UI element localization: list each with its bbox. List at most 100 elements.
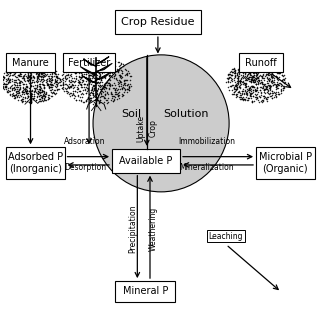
Point bbox=[258, 88, 263, 93]
Point bbox=[93, 98, 98, 103]
Point bbox=[71, 92, 76, 97]
Point bbox=[232, 67, 237, 72]
Point bbox=[122, 86, 127, 91]
Point bbox=[262, 91, 267, 96]
Point bbox=[251, 68, 256, 73]
Point bbox=[67, 68, 72, 73]
Point bbox=[113, 68, 118, 74]
Text: Crop: Crop bbox=[149, 119, 158, 137]
Point bbox=[63, 87, 68, 92]
Point bbox=[84, 85, 90, 91]
Point bbox=[72, 76, 77, 81]
Point bbox=[270, 63, 275, 68]
Point bbox=[66, 81, 71, 86]
Point bbox=[52, 91, 57, 96]
Point bbox=[262, 86, 268, 91]
Point bbox=[68, 65, 74, 70]
Point bbox=[2, 84, 7, 89]
Point bbox=[39, 87, 44, 92]
Point bbox=[76, 97, 81, 102]
Point bbox=[79, 83, 84, 88]
Point bbox=[88, 63, 93, 68]
Point bbox=[228, 84, 233, 89]
Point bbox=[69, 72, 74, 77]
Point bbox=[266, 90, 271, 95]
Point bbox=[46, 84, 51, 90]
Point bbox=[127, 86, 132, 91]
Point bbox=[24, 98, 29, 103]
Point bbox=[279, 91, 284, 96]
Point bbox=[109, 67, 114, 72]
Point bbox=[97, 74, 102, 79]
Point bbox=[77, 89, 82, 94]
Point bbox=[6, 69, 11, 75]
Point bbox=[84, 59, 90, 64]
Point bbox=[15, 67, 20, 72]
Text: Precipitation: Precipitation bbox=[128, 204, 137, 253]
Point bbox=[250, 77, 255, 83]
Point bbox=[17, 86, 22, 91]
Point bbox=[252, 76, 258, 81]
Point bbox=[5, 80, 10, 85]
Point bbox=[102, 92, 107, 98]
Point bbox=[116, 64, 121, 69]
Point bbox=[107, 67, 112, 72]
Point bbox=[24, 85, 29, 90]
Point bbox=[107, 70, 112, 76]
Point bbox=[86, 63, 91, 68]
Point bbox=[97, 80, 102, 85]
Point bbox=[33, 59, 38, 64]
Point bbox=[253, 68, 258, 74]
Point bbox=[256, 100, 261, 105]
Point bbox=[119, 87, 124, 92]
Point bbox=[249, 90, 254, 95]
Point bbox=[276, 90, 281, 95]
Point bbox=[80, 69, 85, 74]
Point bbox=[46, 82, 51, 87]
Point bbox=[28, 81, 33, 86]
Point bbox=[25, 84, 30, 89]
Point bbox=[37, 97, 42, 102]
Point bbox=[269, 74, 274, 79]
Point bbox=[79, 75, 84, 80]
Point bbox=[7, 67, 12, 72]
Point bbox=[234, 87, 239, 92]
Point bbox=[28, 72, 33, 77]
Point bbox=[250, 67, 255, 72]
Point bbox=[62, 82, 67, 87]
Point bbox=[54, 84, 59, 90]
Point bbox=[25, 64, 30, 69]
Point bbox=[268, 83, 273, 88]
Point bbox=[5, 78, 10, 83]
Point bbox=[255, 75, 260, 80]
Point bbox=[242, 80, 247, 85]
Point bbox=[92, 78, 97, 84]
Point bbox=[94, 91, 99, 96]
Point bbox=[38, 60, 43, 66]
Point bbox=[260, 74, 265, 79]
Point bbox=[234, 72, 239, 77]
Point bbox=[229, 75, 234, 80]
Point bbox=[85, 60, 90, 65]
Point bbox=[233, 72, 238, 77]
Point bbox=[110, 83, 115, 88]
Point bbox=[96, 58, 101, 63]
Point bbox=[112, 87, 117, 92]
Point bbox=[267, 75, 272, 80]
Point bbox=[4, 69, 10, 75]
Point bbox=[38, 96, 43, 101]
Point bbox=[226, 73, 231, 78]
Point bbox=[243, 74, 248, 79]
Point bbox=[282, 85, 287, 90]
Point bbox=[282, 73, 287, 78]
Point bbox=[81, 79, 86, 84]
Point bbox=[112, 87, 117, 92]
Point bbox=[101, 85, 107, 90]
Point bbox=[254, 68, 259, 73]
Point bbox=[265, 62, 270, 68]
Point bbox=[52, 91, 57, 96]
Point bbox=[15, 76, 20, 82]
Point bbox=[248, 67, 253, 72]
Point bbox=[31, 95, 36, 100]
Point bbox=[30, 62, 35, 67]
